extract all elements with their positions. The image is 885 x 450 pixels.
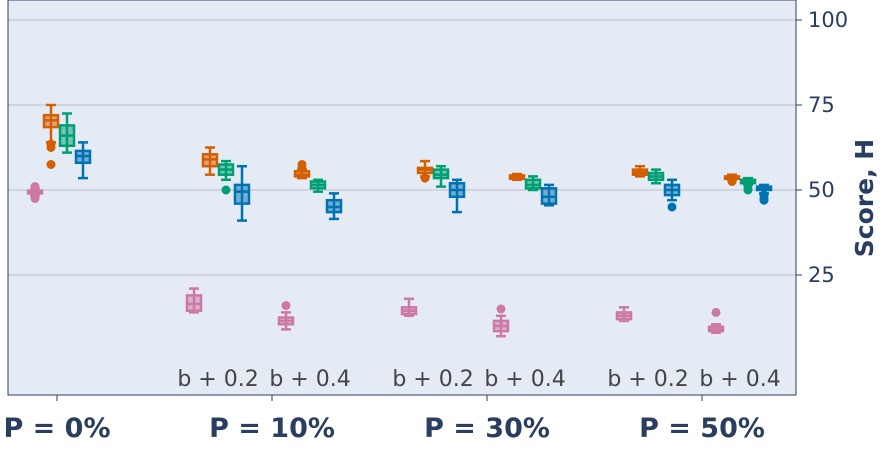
box-group-p10-sub1-series3 (325, 192, 343, 221)
box-group-p30-sub1-series2 (524, 175, 542, 192)
box-iqr (233, 183, 251, 205)
y-axis: 25 50 75 100 (796, 8, 848, 287)
box-group-p50-sub1-series1 (723, 173, 741, 186)
box-outlier (297, 160, 307, 169)
box-group-p50-sub0-series2 (647, 168, 665, 185)
box-group-p30-sub0-series3 (448, 178, 466, 214)
box-outlier (743, 183, 753, 193)
box-group-p0-sub0-series3 (74, 141, 92, 180)
x-sub-label: b + 0.2 (177, 367, 258, 392)
plot-area (8, 0, 796, 395)
box-outlier (420, 173, 430, 183)
box-group-p30-sub0-series1 (416, 159, 434, 183)
box-group-p50-sub0-series1 (631, 164, 649, 178)
box-group-p0-sub0-series0 (26, 182, 44, 203)
x-sub-label: b + 0.4 (484, 367, 565, 392)
box-group-p10-sub0-series0 (185, 287, 203, 314)
box-group-p10-sub0-series1 (201, 146, 219, 176)
box-group-p10-sub1-series0 (277, 301, 295, 331)
box-group-p50-sub1-series2 (739, 176, 757, 195)
box-outlier (667, 202, 677, 212)
box-outlier (496, 304, 506, 314)
box-group-p10-sub0-series2 (217, 159, 235, 195)
y-tick-label: 75 (808, 93, 835, 117)
box-group-p30-sub0-series2 (432, 164, 450, 188)
box-group-p30-sub1-series0 (492, 304, 510, 338)
box-group-p50-sub1-series3 (755, 183, 773, 205)
box-series (26, 103, 773, 338)
box-group-p30-sub0-series0 (400, 297, 418, 318)
y-tick-label: 100 (808, 8, 848, 32)
box-group-p0-sub0-series1 (42, 103, 60, 169)
y-tick-label: 25 (808, 263, 835, 287)
box-group-p10-sub1-series2 (309, 178, 327, 193)
box-outlier (46, 139, 56, 149)
x-group-label: P = 0% (3, 413, 110, 444)
plot-frame (7, 0, 797, 396)
box-group-p10-sub1-series1 (293, 160, 311, 180)
box-outlier (221, 185, 231, 195)
box-group-p50-sub0-series0 (615, 306, 633, 323)
box-outlier (281, 301, 291, 311)
box-outlier (727, 177, 737, 186)
box-group-p50-sub1-series0 (707, 307, 725, 335)
x-group-label: P = 50% (639, 413, 765, 444)
y-axis-label: Score, H (850, 139, 879, 257)
x-sub-label: b + 0.2 (392, 367, 473, 392)
x-sub-label: b + 0.4 (699, 367, 780, 392)
box-group-p10-sub0-series3 (233, 164, 251, 222)
x-sub-label: b + 0.4 (269, 367, 350, 392)
box-outlier (46, 160, 56, 169)
x-group-label: P = 10% (209, 413, 335, 444)
box-group-p30-sub1-series1 (508, 172, 526, 182)
box-group-p30-sub1-series3 (540, 183, 558, 207)
box-outlier (30, 182, 40, 192)
box-outlier (711, 307, 721, 317)
box-outlier (759, 190, 769, 200)
box-group-p0-sub0-series2 (58, 112, 76, 154)
x-group-label: P = 30% (424, 413, 550, 444)
box-outlier (30, 192, 40, 202)
x-axis: P = 0% P = 10% b + 0.2 b + 0.4 P = 30% b + 0.… (3, 367, 780, 444)
y-tick-label: 50 (808, 178, 835, 202)
box-group-p50-sub0-series3 (663, 178, 681, 212)
x-sub-label: b + 0.2 (607, 367, 688, 392)
